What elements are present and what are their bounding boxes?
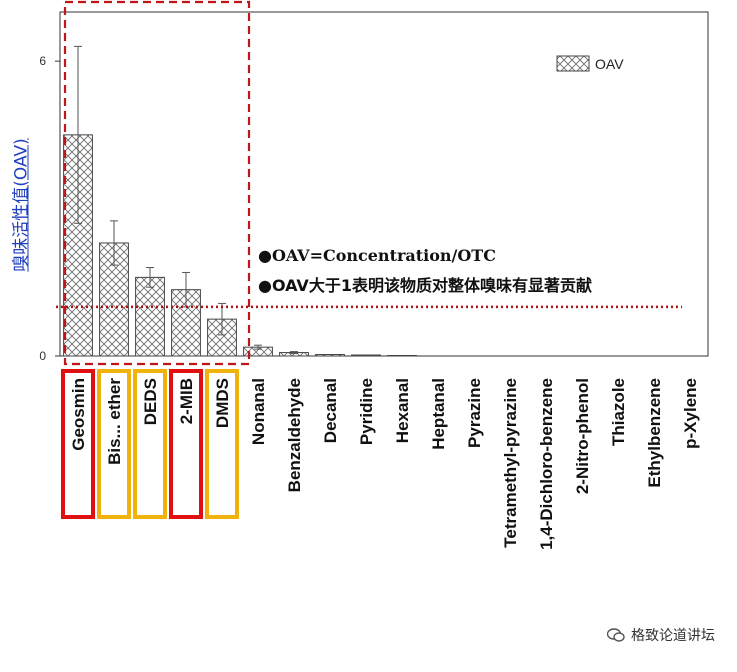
x-tick-label: Thiazole xyxy=(609,378,628,446)
y-tick-label: 6 xyxy=(39,54,46,68)
watermark: 格致论道讲坛 xyxy=(607,625,715,645)
x-tick-label: Pyrazine xyxy=(465,378,484,448)
x-tick-label: DEDS xyxy=(141,378,160,425)
bar xyxy=(316,355,345,356)
x-tick-label: Benzaldehyde xyxy=(285,378,304,492)
x-tick-label: p-Xylene xyxy=(681,378,700,449)
x-tick-label: Bis... ether xyxy=(105,378,124,465)
x-tick-label: Tetramethyl-pyrazine xyxy=(501,378,520,548)
x-tick-label: DMDS xyxy=(213,378,232,428)
x-tick-label: 2-MIB xyxy=(177,378,196,424)
x-tick-label: Hexanal xyxy=(393,378,412,443)
y-tick-label: 0 xyxy=(39,349,46,363)
x-tick-label: Nonanal xyxy=(249,378,268,445)
x-tick-label: Decanal xyxy=(321,378,340,443)
x-tick-label: Heptanal xyxy=(429,378,448,450)
x-tick-label: Pyridine xyxy=(357,378,376,445)
watermark-text: 格致论道讲坛 xyxy=(631,625,715,645)
x-tick-label: 2-Nitro-phenol xyxy=(573,378,592,494)
y-axis-label: 嗅味活性值(OAV) xyxy=(4,120,34,290)
bar xyxy=(352,355,381,356)
wechat-icon xyxy=(607,628,625,642)
bar xyxy=(136,277,165,356)
x-tick-label: Geosmin xyxy=(69,378,88,451)
legend-swatch xyxy=(557,56,589,71)
x-tick-label: Ethylbenzene xyxy=(645,378,664,488)
legend-label: OAV xyxy=(595,56,624,72)
annotation-threshold-note: ●OAV大于1表明该物质对整体嗅味有显著贡献 xyxy=(258,276,592,295)
x-tick-label: 1,4-Dichloro-benzene xyxy=(537,378,556,550)
annotation-formula: ●OAV=Concentration/OTC xyxy=(258,246,496,265)
